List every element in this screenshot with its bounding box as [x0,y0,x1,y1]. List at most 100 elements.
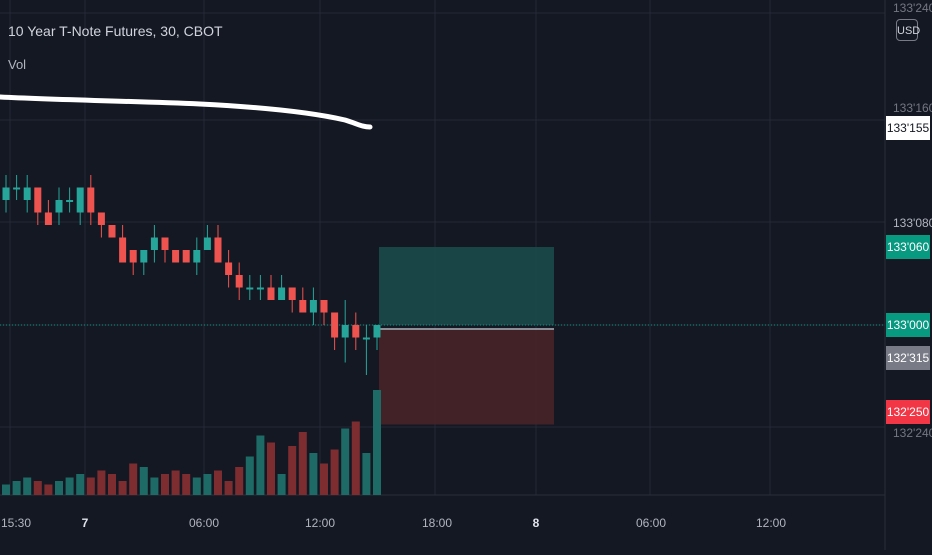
time-axis-label: 18:00 [422,516,452,530]
volume-bar [118,481,127,495]
volume-bar [192,477,201,495]
price-label-bg [886,235,930,259]
volume-bar [161,474,169,495]
symbol-title[interactable]: 10 Year T-Note Futures, 30, CBOT [8,23,223,39]
candle-body [2,187,10,200]
price-tick-partial: 133'160 [893,101,932,115]
volume-bar [65,477,74,495]
candle-body [193,250,201,263]
volume-bar [12,481,21,495]
price-label-bg [886,116,930,140]
volume-bar [298,432,307,495]
candle-body [373,325,381,338]
volume-indicator-label[interactable]: Vol [8,57,27,72]
candle-body [341,325,349,338]
volume-bar [341,428,350,495]
candle-body [309,300,317,313]
price-tick-partial: 132'240 [893,426,932,440]
candle-body [203,237,211,250]
volume-bar [203,474,212,495]
candle-body [352,325,360,338]
time-axis-label: 7 [82,516,89,530]
price-tick: 133'080 [893,216,932,230]
volume-bar [150,477,159,495]
candle-body [320,300,328,313]
time-axis-label: 06:00 [189,516,219,530]
volume-bar [139,467,148,495]
price-label: 133'155 [887,121,930,135]
loss-zone [379,330,554,425]
candle-body [331,312,339,338]
candle-body [34,187,42,213]
candle-body [288,287,296,300]
candle-body [267,287,275,300]
candle-body [225,262,233,275]
candle-body [172,250,180,263]
volume-bar [288,446,297,495]
volume-bar [224,481,233,495]
candle-body [140,250,148,263]
volume-bar [129,463,138,495]
volume-bar [267,442,275,495]
volume-bar [277,474,286,495]
time-axis-label: 12:00 [756,516,786,530]
volume-bar [171,470,180,495]
price-label: 132'315 [887,351,930,365]
candle-body [108,225,116,238]
volume-bar [44,484,53,495]
candle-body [66,200,74,202]
candle-body [44,212,52,225]
volume-bar [33,481,42,495]
price-label-bg [886,400,930,424]
candle-body [246,287,254,290]
volume-bar [97,470,106,495]
candle-body [182,250,190,263]
currency-button[interactable]: USD [896,19,920,41]
volume-bar [309,453,318,495]
profit-zone [379,247,554,325]
candle-body [76,187,84,213]
volume-bar [362,453,371,495]
candle-body [97,212,105,225]
volume-bar [76,474,85,495]
price-label: 132'250 [887,405,930,419]
price-label: 133'000 [887,318,930,332]
candle-body [150,237,158,250]
price-label-bg [886,346,930,370]
volume-bar [373,390,381,495]
candle-body [13,187,21,190]
candle-body [129,250,137,263]
time-axis-label: 8 [533,516,540,530]
volume-bar [182,474,191,495]
volume-bar [351,421,360,495]
candle-body [235,275,243,288]
volume-bar [108,474,116,495]
drawing-line [0,94,373,130]
price-label: 133'060 [887,240,930,254]
time-axis-label: 12:00 [305,516,335,530]
candle-body [299,300,307,313]
time-axis-label: 06:00 [636,516,666,530]
price-label-bg [886,313,930,337]
candle-body [256,287,264,290]
candle-body [278,287,286,300]
candle-body [23,187,31,200]
candle-body [55,200,63,213]
volume-bar [320,463,328,495]
price-tick-partial: 133'240 [893,1,932,15]
volume-bar [245,456,254,495]
time-axis-label: 15:30 [1,516,31,530]
volume-bar [55,481,63,495]
candle-body [214,237,222,263]
volume-bar [214,470,222,495]
candle-body [362,337,370,340]
volume-bar [256,435,265,495]
candle-body [161,237,169,250]
volume-bar [23,477,32,495]
candle-body [87,187,95,213]
volume-bar [235,467,244,495]
candle-body [119,237,127,263]
volume-bar [2,484,10,495]
